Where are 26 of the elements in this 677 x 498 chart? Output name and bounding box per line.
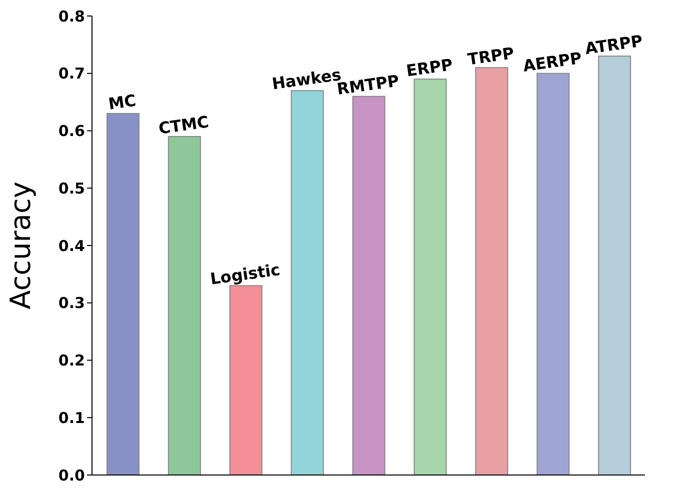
bar [290,90,324,475]
x-tick-label: AERPP [522,48,584,76]
x-tick-label: ERPP [405,54,454,80]
x-tick-label: TRPP [466,43,516,69]
bar [229,285,262,475]
x-tick-label: CTMC [157,112,210,138]
y-tick-label: 0.4 [58,236,85,255]
bar [598,56,632,475]
y-tick-label: 0.6 [58,122,85,140]
bar [352,96,386,475]
y-tick-label: 0.1 [58,408,85,427]
y-axis-title: Accuracy [4,182,37,310]
bar [168,136,201,475]
bar [414,78,447,475]
y-tick-label: 0.2 [58,352,85,370]
bar [536,72,570,475]
y-tick-label: 0.8 [58,7,85,26]
bar [106,113,140,475]
y-tick-label: 0.7 [58,64,85,83]
bar [475,67,508,475]
y-tick-label: 0.5 [58,179,85,198]
y-tick-label: 0.3 [58,294,85,312]
y-tick-label: 0.0 [58,466,85,484]
x-tick-label: ATRPP [584,31,644,58]
x-tick-label: Logistic [209,260,282,289]
x-tick-label: MC [107,90,138,114]
